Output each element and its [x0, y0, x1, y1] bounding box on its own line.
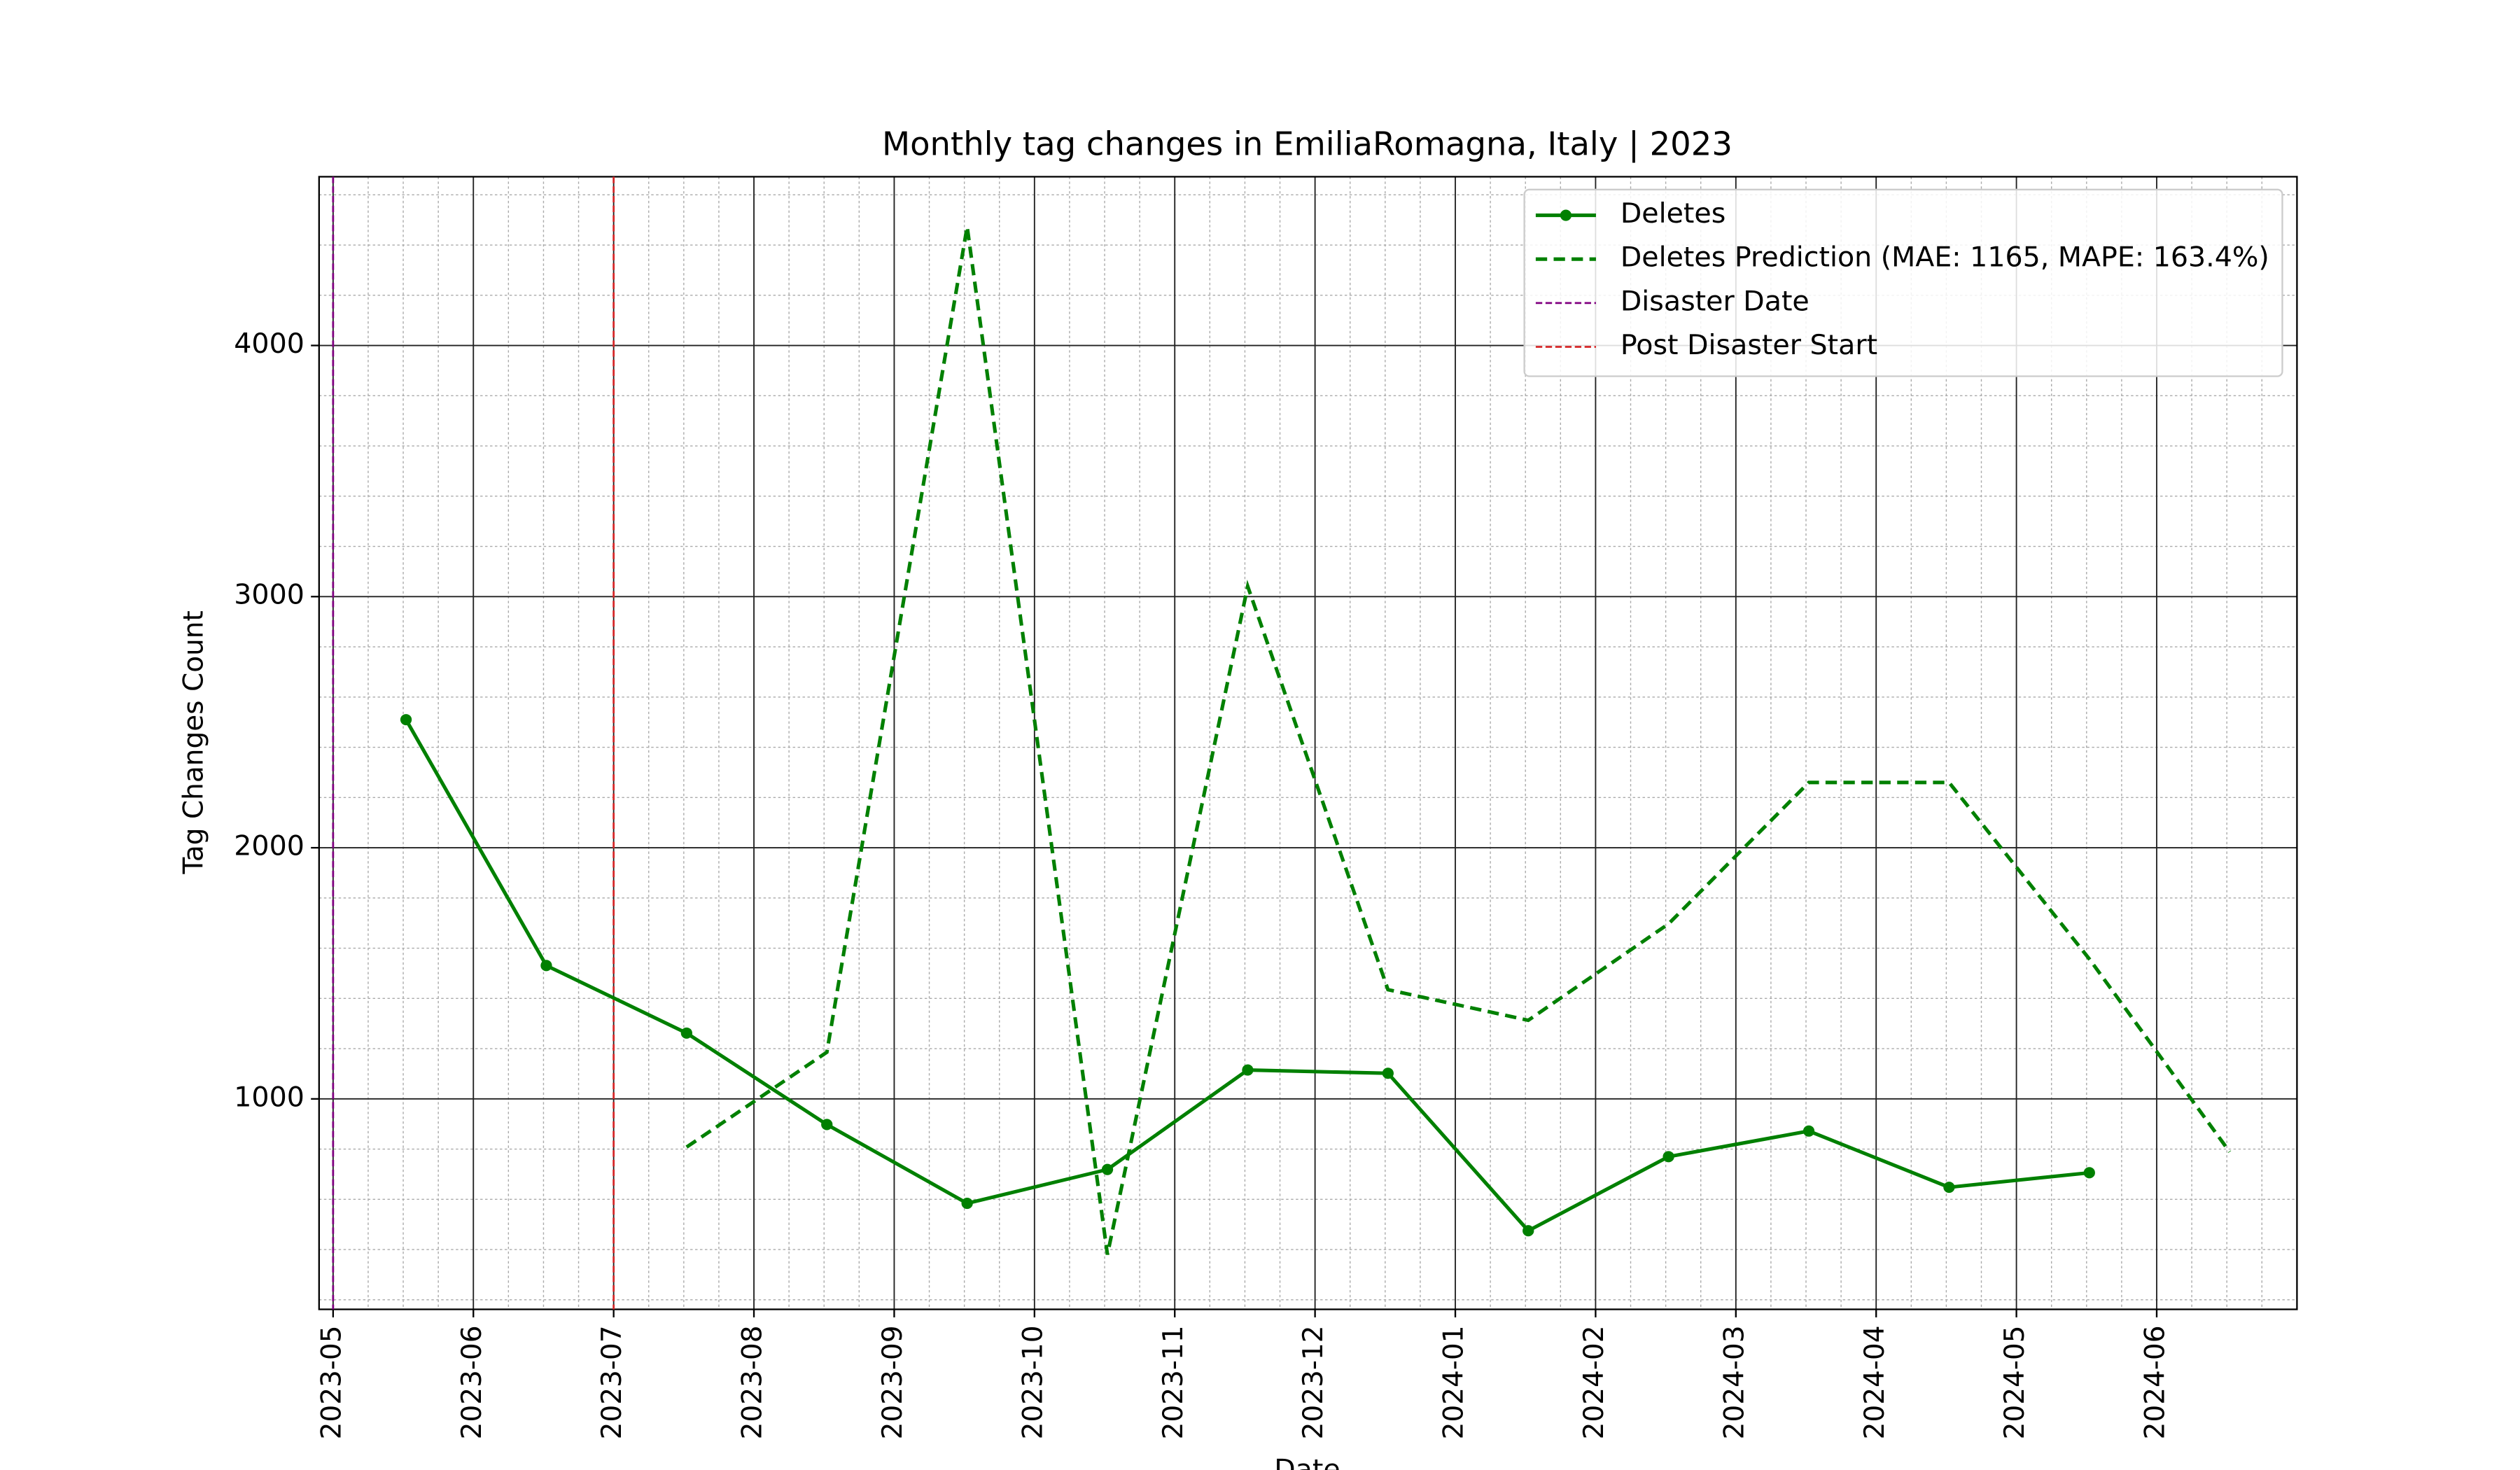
- data-point: [1242, 1064, 1254, 1076]
- x-axis-label: Date: [1274, 1455, 1340, 1470]
- plot-frame: [318, 176, 2298, 1310]
- y-tick-label: 3000: [234, 580, 304, 611]
- x-tick-label: 2023-11: [1158, 1325, 1189, 1439]
- series-line: [685, 226, 2232, 1255]
- legend-label: Deletes: [1620, 198, 1726, 230]
- legend-label: Disaster Date: [1620, 286, 1809, 318]
- x-tick-label: 2024-03: [1718, 1325, 1750, 1439]
- data-point: [540, 960, 552, 972]
- x-tick-label: 2024-02: [1578, 1325, 1610, 1439]
- x-tick-label: 2023-09: [877, 1325, 909, 1439]
- legend-label: Post Disaster Start: [1620, 330, 1877, 361]
- x-tick-label: 2023-06: [456, 1325, 488, 1439]
- data-point: [961, 1198, 973, 1210]
- data-point: [1662, 1151, 1674, 1163]
- x-tick-label: 2023-08: [736, 1325, 768, 1439]
- data-point: [1101, 1163, 1114, 1175]
- y-tick-label: 1000: [234, 1082, 304, 1114]
- chart-title: Monthly tag changes in EmiliaRomagna, It…: [882, 125, 1732, 164]
- y-tick-label: 2000: [234, 831, 304, 862]
- x-tick-label: 2024-06: [2139, 1325, 2171, 1439]
- data-point: [821, 1119, 833, 1130]
- y-axis-label: Tag Changes Count: [178, 610, 209, 874]
- x-tick-label: 2024-05: [1999, 1325, 2031, 1439]
- data-point: [2083, 1167, 2095, 1179]
- data-point: [1802, 1125, 1815, 1137]
- x-tick-label: 2023-05: [316, 1325, 347, 1439]
- data-point: [1382, 1068, 1394, 1079]
- x-tick-label: 2023-12: [1298, 1325, 1329, 1439]
- y-tick-label: 4000: [234, 328, 304, 360]
- x-tick-label: 2023-10: [1017, 1325, 1049, 1439]
- data-point: [400, 714, 412, 726]
- x-tick-label: 2023-07: [596, 1325, 628, 1439]
- legend-box: [1523, 188, 2283, 377]
- data-point: [1943, 1182, 1955, 1194]
- legend-label: Deletes Prediction (MAE: 1165, MAPE: 163…: [1620, 242, 2269, 274]
- legend-marker: [1560, 209, 1572, 221]
- legend: Deletes Deletes Prediction (MAE: 1165, MA…: [1523, 188, 2283, 377]
- data-point: [680, 1027, 692, 1039]
- x-tick-label: 2024-04: [1859, 1325, 1891, 1439]
- data-point: [1522, 1225, 1534, 1237]
- x-tick-label: 2024-01: [1438, 1325, 1469, 1439]
